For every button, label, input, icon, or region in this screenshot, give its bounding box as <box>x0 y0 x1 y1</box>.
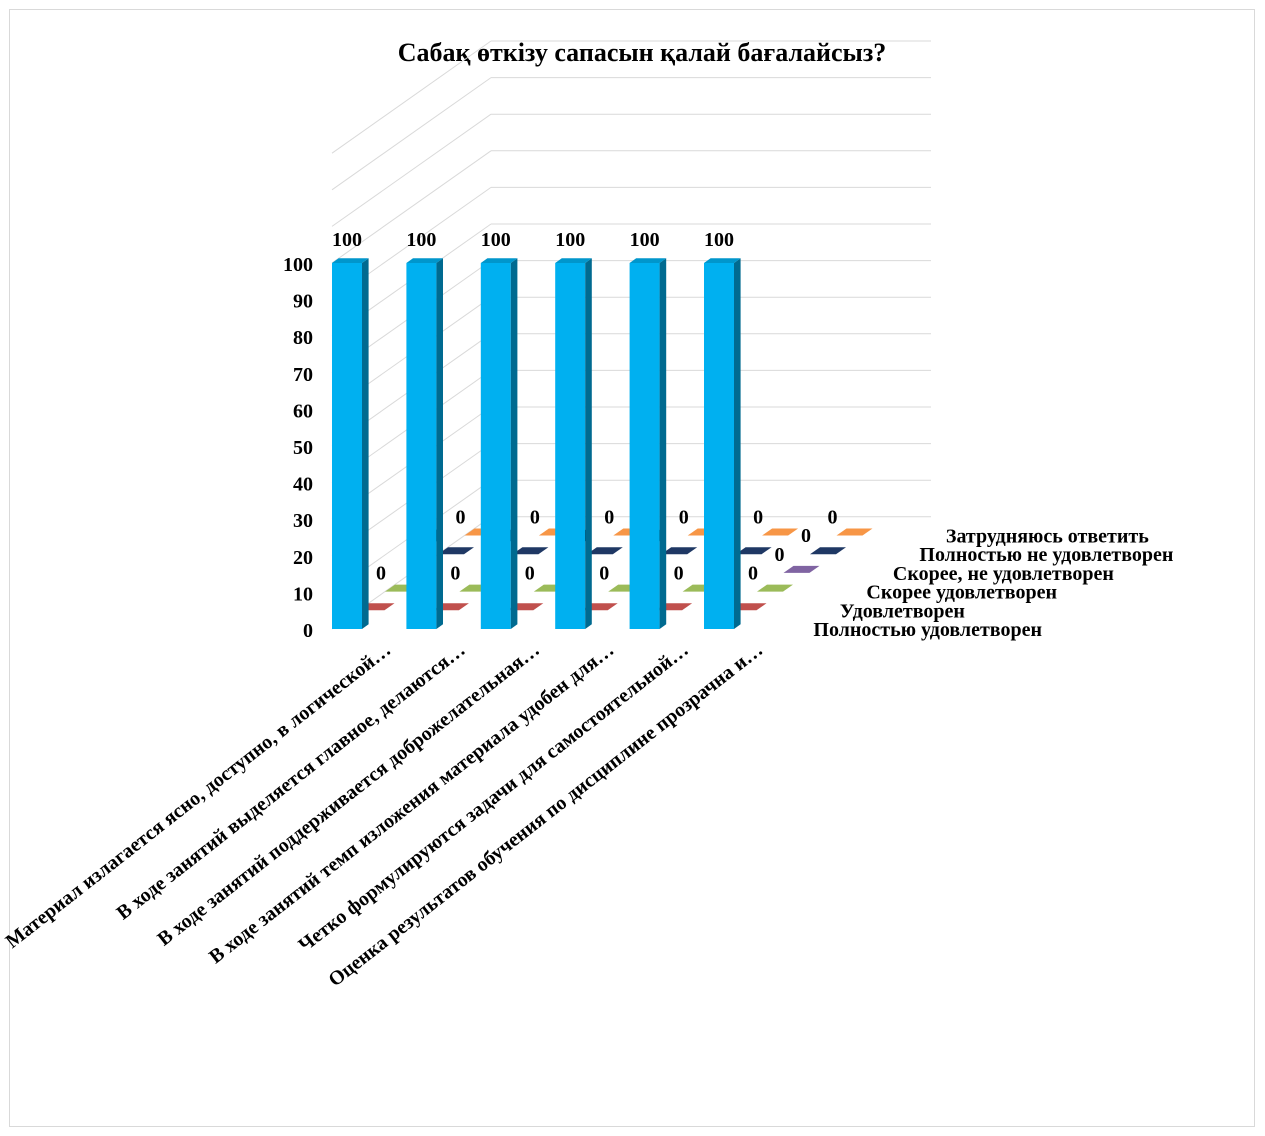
data-label: 0 <box>376 563 386 585</box>
data-label: 0 <box>450 563 460 585</box>
y-tick-label: 10 <box>293 583 313 605</box>
data-label: 100 <box>555 229 585 251</box>
data-label: 0 <box>801 525 811 547</box>
bar-top <box>629 258 667 263</box>
gridline-diagonal <box>331 113 492 227</box>
bar-side <box>436 258 443 629</box>
y-tick-label: 40 <box>293 474 313 496</box>
data-label: 0 <box>674 563 684 585</box>
bar-flat <box>735 547 772 555</box>
bar-top <box>406 258 443 263</box>
bar-front <box>704 263 734 629</box>
bar-side <box>585 258 592 629</box>
bar-flat <box>757 584 793 592</box>
series-label: Полностью не удовлетворен <box>919 544 1173 566</box>
bar: 100 <box>332 229 369 629</box>
series-label: Скорее удовлетворен <box>866 582 1057 604</box>
bar-top <box>555 258 592 263</box>
bar: 100 <box>406 229 443 629</box>
data-label: 100 <box>332 229 362 251</box>
bar: 100 <box>629 229 667 629</box>
series-label: Удовлетворен <box>840 600 965 622</box>
gridline-diagonal <box>331 40 492 154</box>
bar-side <box>734 258 741 629</box>
bar-front <box>480 263 511 629</box>
y-tick-label: 60 <box>293 400 313 422</box>
bar-top <box>480 258 518 263</box>
y-tick-label: 30 <box>293 510 313 532</box>
data-label: 0 <box>525 563 535 585</box>
series-label: Затрудняюсь ответить <box>946 526 1149 548</box>
y-tick-label: 20 <box>293 547 313 569</box>
data-label: 100 <box>406 229 436 251</box>
bar-side <box>659 258 667 629</box>
bar: 0 <box>775 544 820 573</box>
bar-side <box>362 258 369 629</box>
bar: 0 <box>801 525 846 555</box>
data-label: 100 <box>630 229 660 251</box>
bar-top <box>332 258 369 263</box>
data-label: 0 <box>775 544 785 566</box>
data-label: 0 <box>748 563 758 585</box>
data-label: 0 <box>679 507 689 529</box>
y-tick-label: 100 <box>283 254 313 276</box>
bar-front <box>555 263 586 629</box>
bar: 0 <box>753 507 799 536</box>
series-axis: Полностью удовлетворенУдовлетворенСкорее… <box>813 526 1173 642</box>
bar-flat <box>438 547 474 555</box>
bar-flat <box>836 528 873 536</box>
bar: 100 <box>480 229 518 629</box>
gridline-diagonal <box>331 150 492 264</box>
data-label: 0 <box>604 507 614 529</box>
bar-side <box>510 258 518 629</box>
y-tick-label: 50 <box>293 437 313 459</box>
bar-flat <box>512 547 549 555</box>
data-label: 0 <box>456 507 466 529</box>
x-axis: Материал излагается ясно, доступно, в ло… <box>2 639 767 992</box>
bar-top <box>704 258 741 263</box>
bar-flat <box>586 547 623 555</box>
bar-front <box>406 263 437 629</box>
gridline-diagonal <box>331 77 492 191</box>
data-label: 100 <box>481 229 511 251</box>
y-tick-label: 80 <box>293 327 313 349</box>
y-tick-label: 90 <box>293 291 313 313</box>
bar-front <box>332 263 362 629</box>
y-tick-label: 0 <box>303 620 313 642</box>
bar-flat <box>762 528 799 536</box>
bar: 100 <box>555 229 592 629</box>
bars: 0000000000000000000000000100100100100100… <box>332 229 873 629</box>
series-label: Скорее, не удовлетворен <box>893 563 1114 585</box>
chart-title: Сабақ өткізу сапасын қалай бағалайсыз? <box>397 38 887 67</box>
category-label: В ходе занятий выделяется главное, делаю… <box>112 639 469 925</box>
bar-flat <box>810 547 846 555</box>
y-tick-label: 70 <box>293 364 313 386</box>
y-axis: 0 10 20 30 40 50 60 70 80 90 100 <box>283 254 313 642</box>
bar: 0 <box>828 507 873 536</box>
bar: 0 <box>748 563 793 592</box>
bar-flat <box>783 565 820 573</box>
series-label: Полностью удовлетворен <box>813 619 1042 641</box>
bar: 100 <box>704 229 741 629</box>
data-label: 0 <box>530 507 540 529</box>
data-label: 100 <box>704 229 734 251</box>
bar-flat <box>661 547 698 555</box>
data-label: 0 <box>599 563 609 585</box>
data-label: 0 <box>753 507 763 529</box>
bar-front <box>629 263 660 629</box>
data-label: 0 <box>828 507 838 529</box>
